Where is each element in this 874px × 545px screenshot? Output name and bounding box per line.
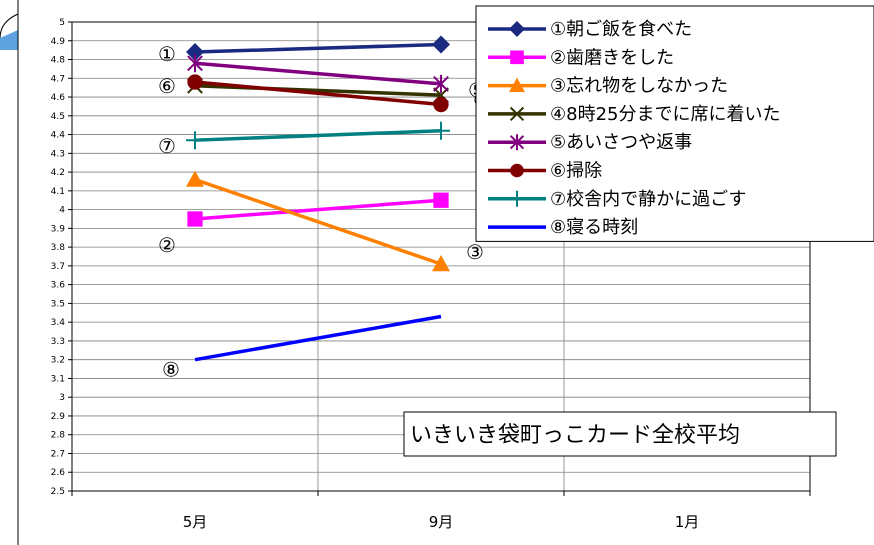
- data-point: [432, 255, 450, 272]
- legend-label: ②歯磨きをした: [550, 47, 674, 68]
- data-point: [433, 74, 449, 93]
- legend-label: ⑧寝る時刻: [550, 217, 638, 238]
- series-label-6: ⑥: [158, 74, 176, 98]
- y-tick-label: 2.8: [51, 431, 66, 441]
- left-edge-arc: [0, 13, 19, 39]
- legend-entry: ⑦校舎内で静かに過ごす: [488, 189, 746, 210]
- chart-title-box: いきいき袋町っこカード全校平均: [403, 411, 837, 457]
- y-tick-label: 3.8: [51, 243, 66, 253]
- legend-marker: [509, 190, 525, 207]
- y-tick-label: 5: [59, 18, 65, 28]
- series-lines: [186, 35, 450, 362]
- y-tick-label: 4.3: [51, 149, 65, 159]
- y-tick-label: 4.6: [51, 93, 66, 103]
- y-tick-label: 4.4: [51, 131, 66, 141]
- legend-entry: ④8時25分までに席に着いた: [488, 104, 781, 125]
- y-tick-label: 4.1: [51, 187, 65, 197]
- legend-entry: ⑧寝る時刻: [488, 217, 638, 238]
- legend-entry: ⑥掃除: [488, 161, 602, 182]
- series-line: [194, 80, 442, 107]
- title-border: [403, 411, 837, 457]
- legend-entry: ②歯磨きをした: [488, 47, 674, 68]
- legend-marker: [509, 21, 525, 37]
- y-tick-label: 3.2: [51, 356, 65, 366]
- legend-label: ④8時25分までに席に着いた: [550, 104, 781, 125]
- y-tick-label: 4.8: [51, 56, 66, 66]
- y-tick-label: 4.5: [51, 112, 65, 122]
- x-tick-label: 1月: [675, 513, 700, 531]
- y-tick-label: 4: [59, 206, 65, 216]
- legend-label: ③忘れ物をしなかった: [550, 76, 728, 97]
- y-axis-ticks: 2.5 2.6 2.7 2.8 2.9 3 3.1 3.2 3.3 3.4 3.5 3.6 3.7 3.8…: [51, 18, 72, 497]
- y-tick-label: 2.9: [51, 412, 66, 422]
- series-label-3: ③: [466, 240, 484, 264]
- data-point: [432, 35, 450, 54]
- x-tick-label: 5月: [183, 513, 208, 531]
- data-point: [186, 131, 204, 150]
- series-line: [194, 42, 442, 54]
- chart-title: いきいき袋町っこカード全校平均: [410, 423, 740, 448]
- legend-entry: ①朝ご飯を食べた: [488, 19, 692, 40]
- legend-marker: [509, 106, 525, 122]
- legend-marker: [509, 77, 525, 92]
- data-point: [432, 121, 450, 140]
- data-point: [187, 74, 203, 90]
- legend-marker: [510, 163, 524, 178]
- legend-marker: [510, 50, 524, 65]
- legend-entry: ⑤あいさつや返事: [488, 132, 692, 153]
- y-tick-label: 4.9: [51, 37, 66, 47]
- series-label-8: ⑧: [162, 358, 180, 382]
- series-line: [194, 129, 442, 142]
- series-2: [187, 192, 449, 227]
- series-label-7: ⑦: [158, 134, 176, 158]
- y-tick-label: 4.2: [51, 168, 65, 178]
- y-tick-label: 2.6: [51, 468, 66, 478]
- series-label-2: ②: [158, 233, 176, 257]
- y-tick-label: 3.5: [51, 299, 65, 309]
- plot-frame: [71, 21, 811, 492]
- legend-label: ①朝ご飯を食べた: [550, 19, 692, 40]
- legend-entry: ③忘れ物をしなかった: [488, 76, 728, 97]
- y-tick-label: 3: [59, 393, 65, 403]
- y-tick-label: 2.7: [51, 449, 65, 459]
- y-tick-label: 4.7: [51, 74, 65, 84]
- series-1: [186, 35, 450, 62]
- legend-label: ⑤あいさつや返事: [550, 132, 692, 153]
- legend: ①朝ご飯を食べた ②歯磨きをした ③忘れ物をしなかった ④8時25分までに席に着いた ⑤…: [475, 5, 874, 242]
- series-line: [194, 314, 442, 362]
- series-3: [186, 170, 450, 272]
- legend-label: ⑦校舎内で静かに過ごす: [550, 189, 746, 210]
- series-line: [194, 198, 442, 221]
- legend-label: ⑥掃除: [550, 161, 602, 182]
- data-point: [186, 170, 204, 187]
- series-8: [194, 314, 442, 362]
- x-axis-ticks: 5月 9月 1月: [71, 491, 811, 531]
- y-tick-label: 3.1: [51, 374, 65, 384]
- legend-marker: [509, 134, 525, 151]
- left-edge-decoration: [0, 30, 18, 50]
- data-point: [186, 43, 204, 62]
- y-tick-label: 3.6: [51, 281, 66, 291]
- y-tick-label: 3.9: [51, 224, 66, 234]
- series-line: [194, 61, 442, 86]
- legend-box: [475, 5, 874, 242]
- series-5: [187, 54, 449, 93]
- series-line: [194, 177, 442, 266]
- data-point: [433, 192, 449, 208]
- y-tick-label: 3.4: [51, 318, 66, 328]
- data-point: [433, 96, 449, 113]
- y-tick-label: 3.7: [51, 262, 65, 272]
- series-label-1: ①: [158, 42, 176, 66]
- data-point: [187, 211, 203, 227]
- series-7: [186, 121, 450, 150]
- y-tick-label: 2.5: [51, 487, 65, 497]
- x-tick-label: 9月: [429, 513, 454, 531]
- data-point: [187, 54, 203, 73]
- series-6: [187, 74, 449, 113]
- y-tick-label: 3.3: [51, 337, 65, 347]
